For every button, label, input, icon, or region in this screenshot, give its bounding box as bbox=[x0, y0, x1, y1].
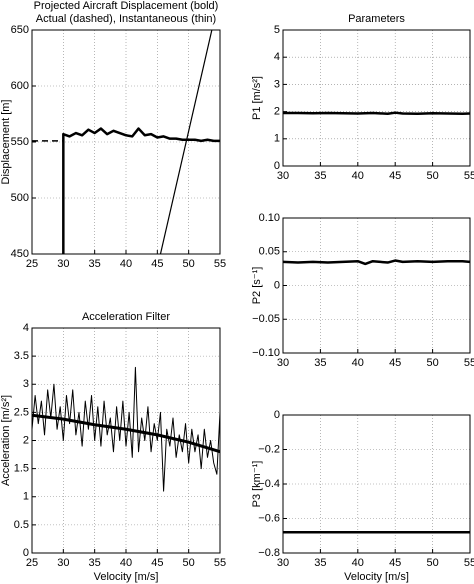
y-axis-label: Acceleration [m/s²] bbox=[0, 395, 12, 486]
y-tick-label: 650 bbox=[11, 24, 29, 36]
y-axis-label: P3 [km⁻¹] bbox=[251, 461, 263, 508]
x-tick-label: 55 bbox=[464, 170, 474, 182]
x-tick-label: 30 bbox=[57, 557, 69, 569]
x-tick-label: 55 bbox=[214, 557, 226, 569]
x-tick-label: 45 bbox=[151, 557, 163, 569]
y-axis-label: P1 [m/s²] bbox=[251, 76, 263, 120]
data-line bbox=[159, 30, 213, 254]
y-tick-label: 600 bbox=[11, 80, 29, 92]
x-tick-label: 30 bbox=[277, 357, 289, 369]
chart-title: Acceleration Filter bbox=[82, 311, 170, 323]
x-tick-label: 40 bbox=[352, 557, 364, 569]
x-tick-label: 40 bbox=[120, 258, 132, 270]
x-tick-label: 50 bbox=[183, 557, 195, 569]
chart-subtitle: Actual (dashed), Instantaneous (thin) bbox=[36, 13, 216, 25]
chart-title: Parameters bbox=[348, 13, 405, 25]
x-tick-label: 35 bbox=[314, 170, 326, 182]
y-axis-label: P2 [s⁻¹] bbox=[251, 267, 263, 305]
x-tick-label: 55 bbox=[214, 258, 226, 270]
y-tick-label: 3 bbox=[23, 378, 29, 390]
x-tick-label: 35 bbox=[314, 557, 326, 569]
x-tick-label: 50 bbox=[183, 258, 195, 270]
x-tick-label: 25 bbox=[26, 557, 38, 569]
x-tick-label: 55 bbox=[464, 557, 474, 569]
x-tick-label: 30 bbox=[277, 170, 289, 182]
x-tick-label: 25 bbox=[26, 258, 38, 270]
y-tick-label: −0.8 bbox=[258, 547, 280, 559]
plot-frame bbox=[282, 29, 471, 167]
y-tick-label: 4 bbox=[23, 322, 29, 334]
y-tick-label: 3.5 bbox=[14, 350, 29, 362]
chart-title: Projected Aircraft Displacement (bold) bbox=[34, 0, 219, 12]
x-tick-label: 45 bbox=[389, 557, 401, 569]
x-axis-label: Velocity [m/s] bbox=[94, 571, 159, 583]
y-tick-label: −0.6 bbox=[258, 512, 280, 524]
plot-frame bbox=[282, 217, 471, 354]
y-tick-label: 0.10 bbox=[259, 212, 280, 224]
data-line bbox=[62, 127, 220, 254]
y-tick-label: 1.5 bbox=[14, 463, 29, 475]
y-tick-label: −0.4 bbox=[258, 478, 280, 490]
y-tick-label: 2 bbox=[274, 106, 280, 118]
y-tick-label: 0.05 bbox=[259, 246, 280, 258]
y-tick-label: 0 bbox=[274, 160, 280, 172]
x-tick-label: 45 bbox=[151, 258, 163, 270]
x-tick-label: 30 bbox=[57, 258, 69, 270]
y-tick-label: 1 bbox=[23, 491, 29, 503]
y-tick-label: 3 bbox=[274, 78, 280, 90]
x-tick-label: 35 bbox=[89, 557, 101, 569]
data-line bbox=[32, 366, 220, 492]
y-tick-label: −0.2 bbox=[258, 443, 280, 455]
x-tick-label: 55 bbox=[464, 357, 474, 369]
y-tick-label: 1 bbox=[274, 133, 280, 145]
y-tick-label: 5 bbox=[274, 24, 280, 36]
y-tick-label: −0.05 bbox=[252, 313, 280, 325]
y-tick-label: 0 bbox=[23, 547, 29, 559]
x-tick-label: 35 bbox=[89, 258, 101, 270]
data-line bbox=[283, 259, 470, 266]
x-tick-label: 40 bbox=[352, 357, 364, 369]
y-tick-label: 500 bbox=[11, 192, 29, 204]
y-tick-label: −0.10 bbox=[252, 347, 280, 359]
data-line bbox=[32, 413, 220, 454]
x-tick-label: 50 bbox=[426, 557, 438, 569]
y-tick-label: 4 bbox=[274, 51, 280, 63]
x-tick-label: 45 bbox=[389, 357, 401, 369]
x-tick-label: 45 bbox=[389, 170, 401, 182]
y-tick-label: 0.5 bbox=[14, 519, 29, 531]
y-axis-label: Displacement [m] bbox=[0, 100, 12, 185]
x-tick-label: 40 bbox=[120, 557, 132, 569]
plot-frame bbox=[31, 327, 221, 554]
y-tick-label: 0 bbox=[274, 279, 280, 291]
y-tick-label: 550 bbox=[11, 136, 29, 148]
y-tick-label: 2 bbox=[23, 434, 29, 446]
x-tick-label: 40 bbox=[352, 170, 364, 182]
y-tick-label: 450 bbox=[11, 248, 29, 260]
data-line bbox=[283, 111, 470, 116]
x-axis-label: Velocity [m/s] bbox=[344, 571, 409, 583]
y-tick-label: 0 bbox=[274, 409, 280, 421]
plot-frame bbox=[282, 414, 471, 554]
x-tick-label: 35 bbox=[314, 357, 326, 369]
y-tick-label: 2.5 bbox=[14, 406, 29, 418]
x-tick-label: 50 bbox=[426, 357, 438, 369]
x-tick-label: 30 bbox=[277, 557, 289, 569]
x-tick-label: 50 bbox=[426, 170, 438, 182]
